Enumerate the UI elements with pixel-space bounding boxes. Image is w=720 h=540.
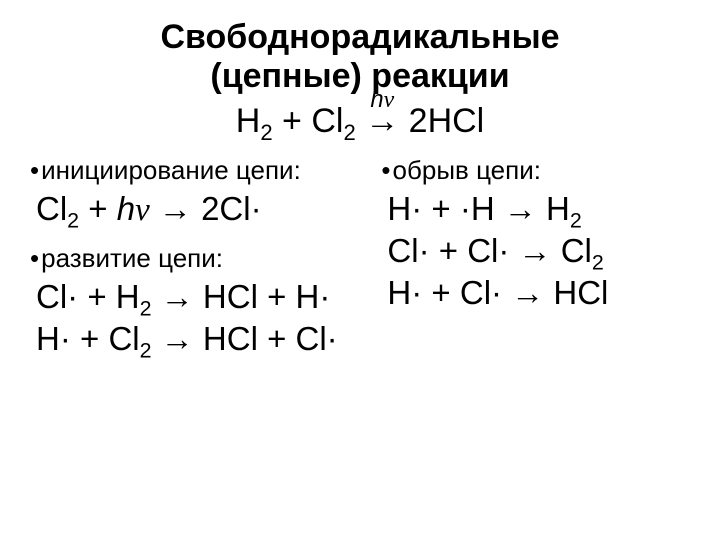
title-line-1: Свободнорадикальные [30,18,690,57]
termination-eq-1: H· + ·H → H2 [387,190,690,228]
propagation-eq-2: H· + Cl2 → HCl + Cl· [36,320,369,358]
propagation-label: развитие цепи: [30,243,369,274]
propagation-eq-1: Cl· + H2 → HCl + H· [36,278,369,316]
termination-label: обрыв цепи: [381,155,690,186]
slide-title: Свободнорадикальные (цепные) реакции [30,18,690,96]
termination-label-text: обрыв цепи: [393,155,541,185]
termination-equations: H· + ·H → H2 Cl· + Cl· → Cl2 H· + Cl· → … [381,190,690,312]
title-line-2: (цепные) реакции [30,57,690,96]
right-column: обрыв цепи: H· + ·H → H2 Cl· + Cl· → Cl2… [381,155,690,360]
termination-eq-2: Cl· + Cl· → Cl2 [387,232,690,270]
initiation-label: инициирование цепи: [30,155,369,186]
main-equation: H2 + Cl2 hν→ 2HCl [30,102,690,141]
content-columns: инициирование цепи: Cl2 + hν → 2Cl· разв… [30,155,690,360]
termination-eq-3: H· + Cl· → HCl [387,274,690,312]
left-column: инициирование цепи: Cl2 + hν → 2Cl· разв… [30,155,369,360]
initiation-label-text: инициирование цепи: [41,155,301,185]
initiation-equation: Cl2 + hν → 2Cl· [36,190,369,229]
propagation-equations: Cl· + H2 → HCl + H· H· + Cl2 → HCl + Cl· [30,278,369,358]
propagation-label-text: развитие цепи: [41,243,223,273]
